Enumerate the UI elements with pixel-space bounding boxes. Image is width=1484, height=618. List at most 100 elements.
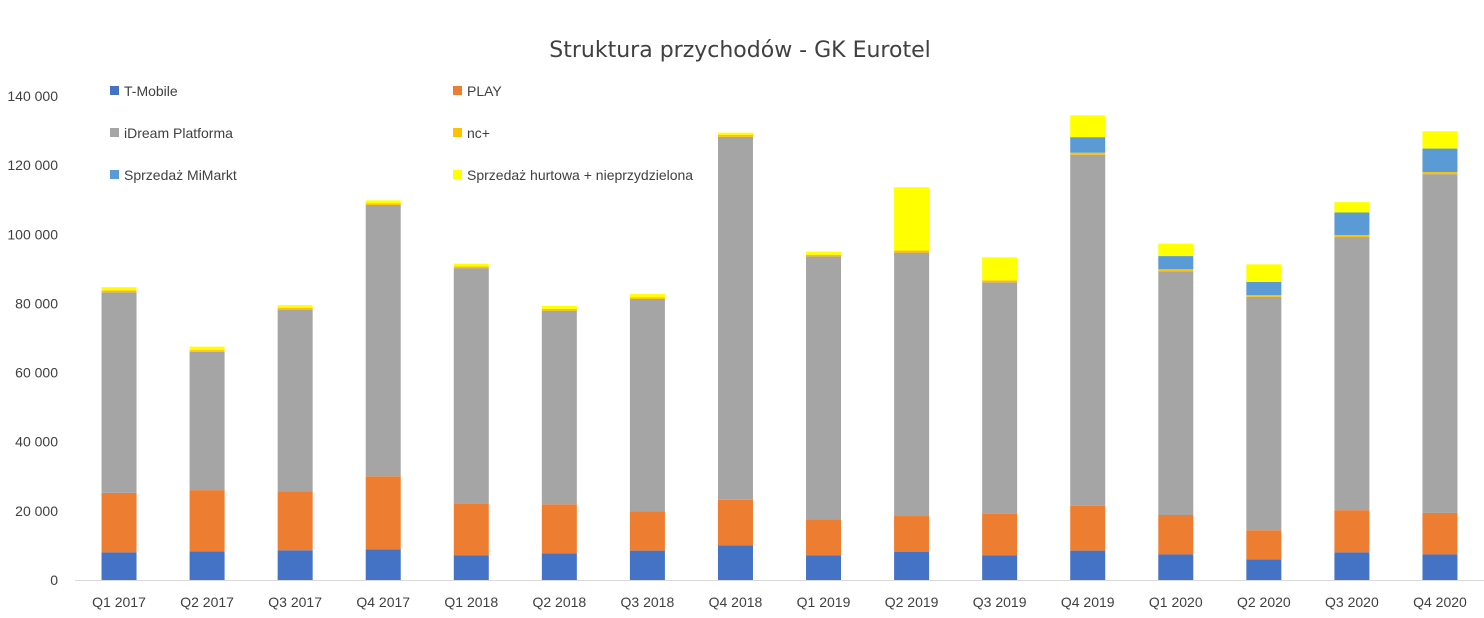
bar-segment (101, 552, 137, 580)
bar-segment (541, 504, 577, 554)
bar-segment (453, 503, 489, 556)
bar-segment (1158, 256, 1194, 270)
x-tick-label: Q3 2018 (621, 594, 675, 610)
bar-stack (541, 305, 577, 580)
bar-segment (277, 305, 313, 308)
bar-stack (453, 263, 489, 580)
bar-segment (982, 282, 1018, 514)
legend-swatch (110, 86, 119, 95)
bar-segment (717, 545, 753, 580)
y-tick-label: 120 000 (7, 157, 58, 173)
bar-segment (1334, 237, 1370, 511)
bars (101, 115, 1458, 580)
bar-segment (629, 550, 665, 580)
y-tick-label: 100 000 (7, 226, 58, 242)
bar-segment (189, 346, 225, 351)
bar-segment (1246, 296, 1282, 531)
bar-segment (982, 257, 1018, 281)
x-tick-label: Q4 2020 (1413, 594, 1467, 610)
x-tick-label: Q1 2019 (797, 594, 851, 610)
x-tick-label: Q2 2020 (1237, 594, 1291, 610)
x-tick-label: Q2 2018 (532, 594, 586, 610)
bar-segment (1246, 559, 1282, 580)
bar-segment (1246, 295, 1282, 297)
legend-item: PLAY (453, 83, 502, 99)
bar-segment (717, 136, 753, 500)
bar-segment (189, 350, 225, 352)
x-tick-label: Q3 2017 (268, 594, 322, 610)
bar-segment (982, 513, 1018, 556)
bar-segment (1158, 243, 1194, 257)
bar-stack (101, 287, 137, 580)
bar-segment (365, 476, 401, 550)
bar-segment (1334, 234, 1370, 238)
bar-segment (277, 309, 313, 492)
chart-title: Struktura przychodów - GK Eurotel (549, 38, 930, 63)
legend-label: Sprzedaż hurtowa + nieprzydzielona (467, 167, 693, 183)
legend-item: nc+ (453, 125, 490, 141)
x-tick-label: Q4 2017 (356, 594, 410, 610)
bar-segment (717, 499, 753, 546)
bar-segment (806, 555, 842, 580)
x-tick-label: Q1 2018 (444, 594, 498, 610)
bar-segment (365, 549, 401, 580)
bar-segment (541, 308, 577, 311)
y-tick-label: 60 000 (15, 365, 58, 381)
bar-segment (1246, 281, 1282, 296)
bar-segment (1422, 174, 1458, 513)
bar-stack (365, 200, 401, 580)
legend-swatch (453, 128, 462, 137)
bar-segment (541, 305, 577, 309)
y-tick-label: 140 000 (7, 88, 58, 104)
bar-segment (1158, 554, 1194, 580)
bar-stack (806, 251, 842, 580)
x-axis-ticks: Q1 2017 Q2 2017 Q3 2017 Q4 2017 Q1 2018 Q2 20… (92, 594, 1467, 610)
bar-segment (1070, 154, 1106, 506)
bar-segment (1334, 202, 1370, 213)
bar-segment (101, 287, 137, 291)
y-tick-label: 40 000 (15, 434, 58, 450)
legend-label: PLAY (467, 83, 502, 99)
x-tick-label: Q2 2019 (885, 594, 939, 610)
bar-stack (629, 294, 665, 580)
bar-segment (894, 187, 930, 251)
bar-segment (365, 200, 401, 204)
bar-segment (894, 250, 930, 253)
legend-swatch (453, 170, 462, 179)
bar-segment (101, 492, 137, 553)
legend-item: Sprzedaż hurtowa + nieprzydzielona (453, 167, 693, 183)
bar-segment (1422, 172, 1458, 175)
bar-segment (894, 252, 930, 517)
bar-segment (1422, 148, 1458, 173)
bar-segment (453, 263, 489, 267)
bar-segment (1334, 510, 1370, 553)
bar-segment (541, 310, 577, 505)
bar-segment (894, 551, 930, 580)
bar-segment (277, 550, 313, 580)
bar-segment (277, 307, 313, 310)
legend-label: T-Mobile (124, 83, 178, 99)
bar-stack (894, 187, 930, 580)
bar-segment (806, 254, 842, 257)
x-tick-label: Q1 2017 (92, 594, 146, 610)
bar-stack (1422, 131, 1458, 580)
bar-segment (101, 290, 137, 293)
bar-segment (1334, 212, 1370, 235)
bar-segment (1070, 115, 1106, 138)
bar-segment (1422, 131, 1458, 149)
y-axis-ticks: 0 20 000 40 000 60 000 80 000 100 000 120 000 1… (7, 88, 58, 588)
legend-item: iDream Platforma (110, 125, 233, 141)
bar-segment (453, 268, 489, 504)
bar-stack (1070, 115, 1106, 580)
bar-segment (717, 134, 753, 137)
legend-label: nc+ (467, 125, 490, 141)
legend-label: Sprzedaż MiMarkt (124, 167, 237, 183)
bar-segment (1070, 152, 1106, 155)
bar-segment (1158, 515, 1194, 555)
x-tick-label: Q4 2019 (1061, 594, 1115, 610)
bar-segment (1422, 554, 1458, 580)
legend-label: iDream Platforma (124, 125, 233, 141)
bar-segment (982, 555, 1018, 580)
legend-swatch (110, 170, 119, 179)
